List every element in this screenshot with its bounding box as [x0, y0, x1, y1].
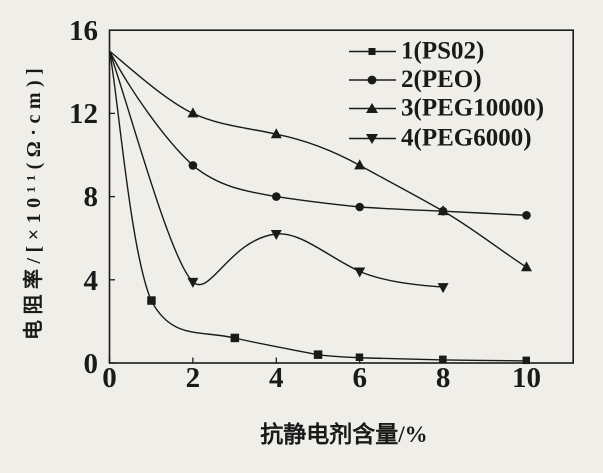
- svg-text:0: 0: [84, 348, 99, 380]
- svg-text:12: 12: [69, 98, 98, 130]
- svg-text:4(PEG6000): 4(PEG6000): [401, 125, 532, 152]
- svg-text:2(PEO): 2(PEO): [401, 66, 482, 93]
- svg-text:8: 8: [436, 362, 451, 394]
- svg-text:抗静电剂含量/%: 抗静电剂含量/%: [260, 421, 427, 447]
- svg-text:电阻率/[×10¹¹(Ω·cm)]: 电阻率/[×10¹¹(Ω·cm)]: [21, 63, 45, 340]
- svg-text:8: 8: [84, 181, 99, 213]
- svg-text:3(PEG10000): 3(PEG10000): [401, 95, 544, 122]
- svg-text:4: 4: [269, 362, 284, 394]
- svg-text:16: 16: [69, 15, 98, 47]
- svg-text:0: 0: [102, 362, 117, 394]
- svg-text:10: 10: [512, 362, 541, 394]
- svg-text:1(PS02): 1(PS02): [401, 38, 484, 65]
- svg-text:2: 2: [186, 362, 201, 394]
- svg-text:4: 4: [84, 265, 99, 297]
- svg-text:6: 6: [352, 362, 367, 394]
